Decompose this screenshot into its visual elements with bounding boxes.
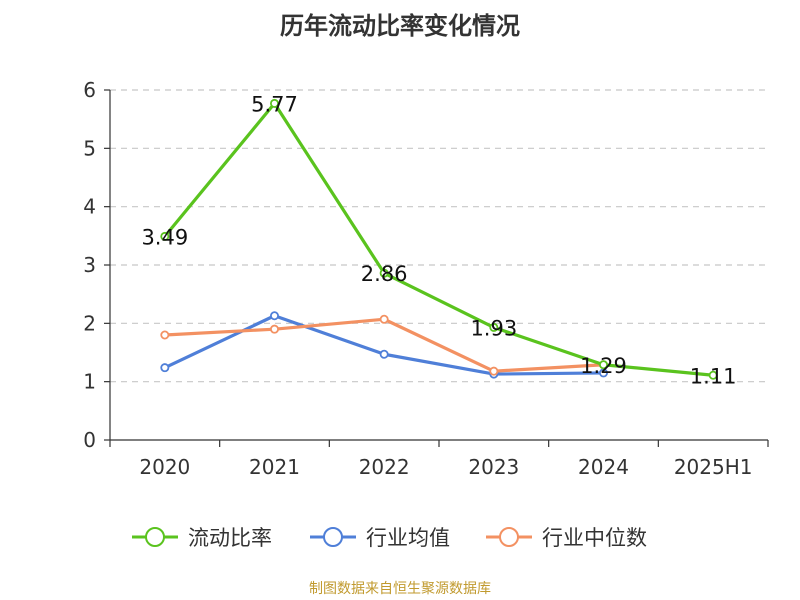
data-point [269, 324, 279, 334]
data-label: 1.11 [690, 364, 737, 388]
x-tick-label: 2022 [359, 455, 410, 479]
data-labels: 3.49 5.77 2.86 1.93 1.29 1.11 [141, 92, 736, 388]
data-point [160, 231, 170, 241]
y-tick-label: 2 [83, 311, 96, 335]
axes: 0 1 2 3 4 5 6 2020 2021 2022 2023 2024 2025H1 [83, 78, 769, 479]
data-point [269, 98, 279, 108]
legend-label: 流动比率 [188, 526, 272, 550]
grid-lines [110, 89, 768, 383]
legend-marker-circle [145, 527, 165, 547]
x-tick-label: 2023 [468, 455, 519, 479]
legend-label: 行业均值 [366, 526, 450, 550]
y-tick-label: 3 [83, 253, 96, 277]
legend-marker-circle [323, 527, 343, 547]
y-tick-label: 0 [83, 428, 96, 452]
data-label: 1.29 [580, 354, 627, 378]
x-tick-label: 2024 [578, 455, 629, 479]
legend-label: 行业中位数 [542, 526, 647, 550]
source-note: 制图数据来自恒生聚源数据库 [309, 581, 491, 597]
series-lines [160, 98, 718, 380]
data-point [269, 311, 279, 321]
data-point [599, 368, 609, 378]
x-tick-label: 2025H1 [674, 455, 753, 479]
y-tick-label: 5 [83, 136, 96, 160]
x-tick-label: 2020 [139, 455, 190, 479]
data-point [379, 268, 389, 278]
data-point [379, 349, 389, 359]
series-line [163, 101, 715, 377]
data-point [160, 330, 170, 340]
y-tick-label: 1 [83, 370, 96, 394]
data-label: 3.49 [141, 225, 188, 249]
legend-marker-circle [499, 527, 519, 547]
y-tick-label: 4 [83, 195, 96, 219]
data-point [160, 363, 170, 373]
y-tick-label: 6 [83, 78, 96, 102]
data-point [489, 322, 499, 332]
data-point [708, 370, 718, 380]
data-label: 5.77 [251, 92, 298, 116]
data-point [379, 314, 389, 324]
data-point [599, 360, 609, 370]
series-line [163, 314, 606, 376]
data-label: 1.93 [470, 316, 517, 340]
x-tick-label: 2021 [249, 455, 300, 479]
data-point [489, 366, 499, 376]
chart-title: 历年流动比率变化情况 [280, 12, 520, 40]
legend: 流动比率 行业均值 行业中位数 [132, 526, 647, 550]
data-label: 2.86 [361, 262, 408, 286]
series-line [163, 317, 606, 373]
